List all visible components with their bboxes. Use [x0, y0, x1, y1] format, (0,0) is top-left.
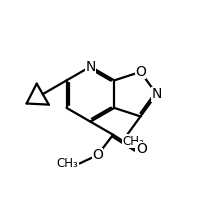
- Text: O: O: [136, 142, 147, 156]
- Text: N: N: [152, 87, 162, 101]
- Text: N: N: [85, 60, 96, 74]
- Text: O: O: [135, 65, 146, 79]
- Text: O: O: [92, 148, 103, 162]
- Text: CH₃: CH₃: [57, 157, 78, 170]
- Text: CH₃: CH₃: [122, 135, 144, 148]
